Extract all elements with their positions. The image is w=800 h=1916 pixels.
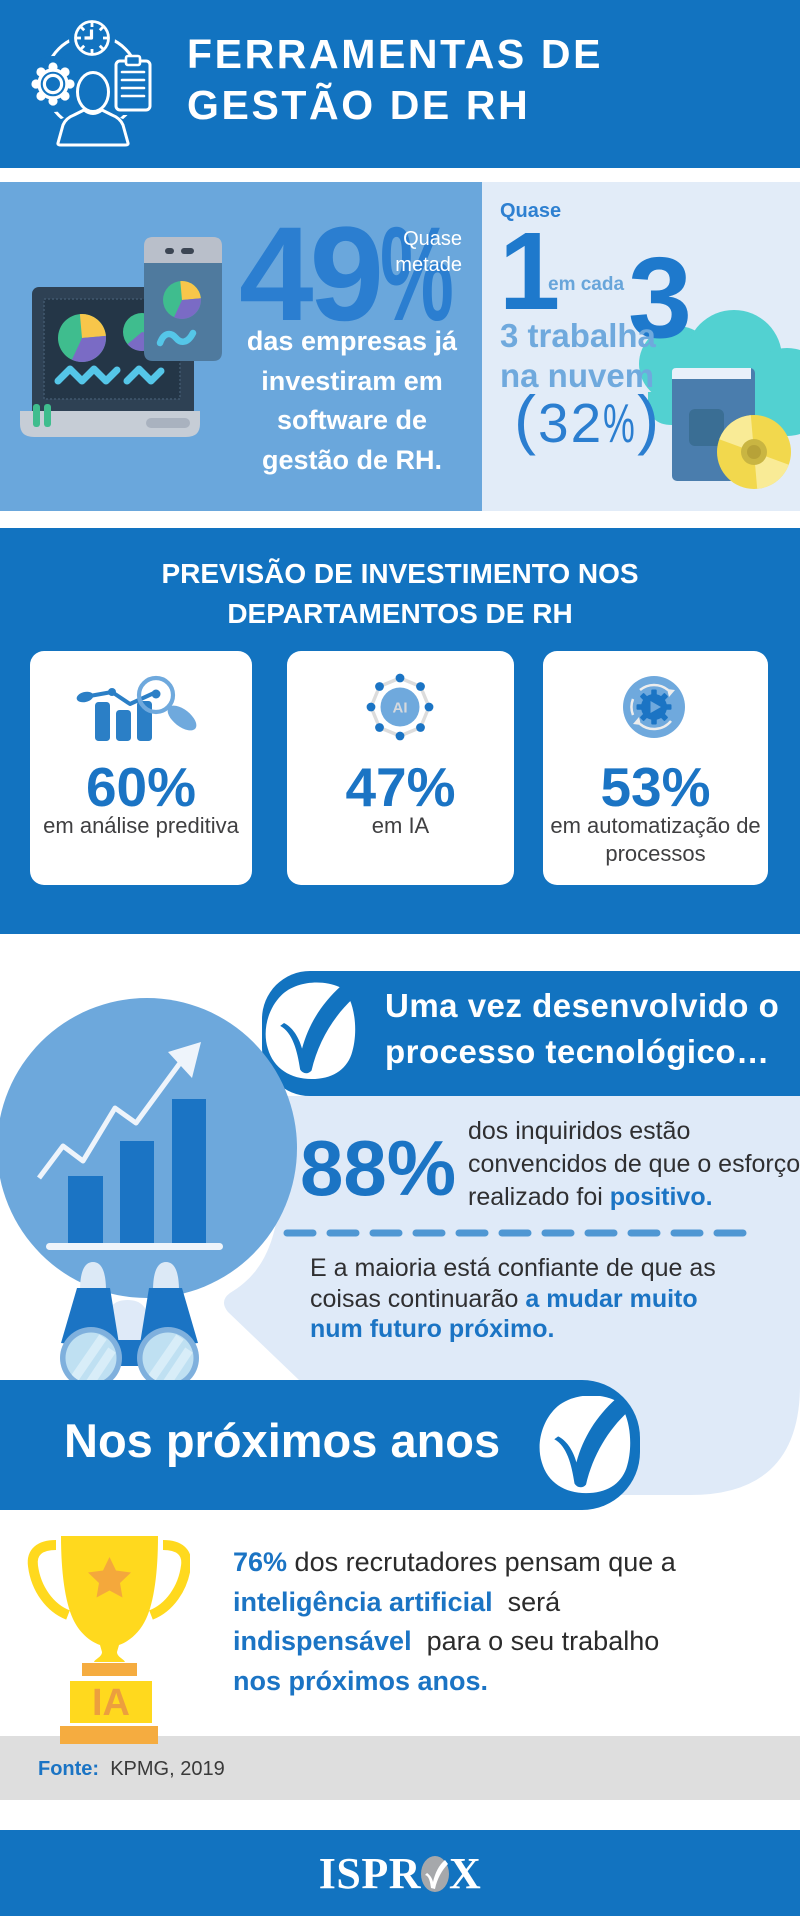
svg-text:AI: AI [393, 700, 408, 717]
svg-text:IA: IA [92, 1682, 130, 1724]
